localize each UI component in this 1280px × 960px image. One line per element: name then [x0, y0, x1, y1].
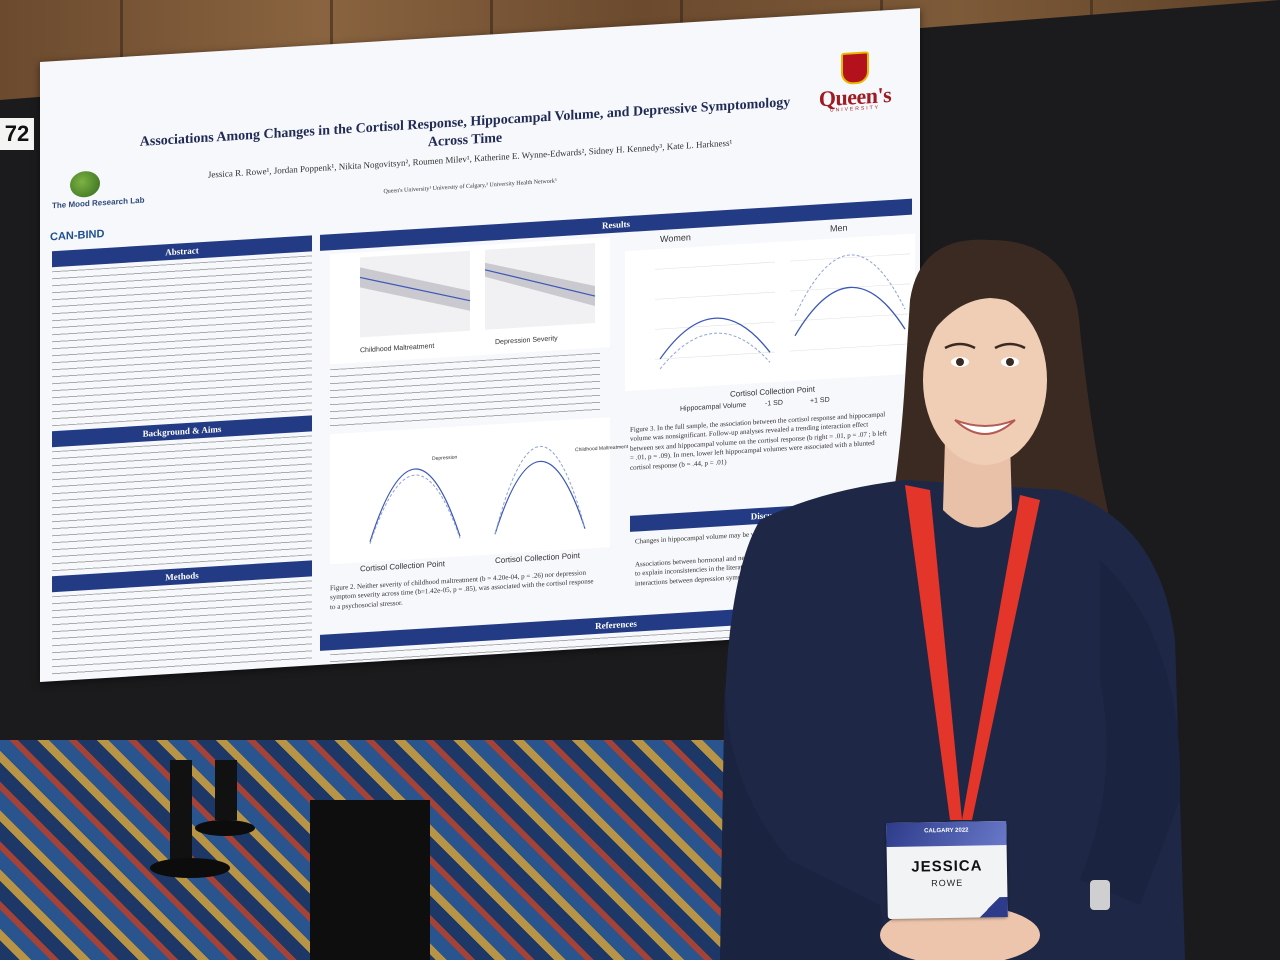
figure-3-caption: Figure 3. In the full sample, the associ… [630, 410, 887, 472]
figure-1-chart [330, 237, 610, 365]
mood-lab-logo: The Mood Research Lab [52, 169, 144, 223]
fig3-xlabel: Cortisol Collection Point [730, 384, 815, 399]
booth-number: 72 [0, 118, 34, 150]
background-text [52, 435, 312, 572]
fig3-title-women: Women [660, 232, 691, 245]
discussion-item-2: Associations between hormonal and neural… [635, 544, 900, 588]
abstract-text [52, 255, 312, 427]
methods-text [52, 580, 312, 677]
name-badge: CALGARY 2022 JESSICA ROWE [886, 820, 1008, 920]
fig3-legend-plus: +1 SD [810, 396, 830, 405]
can-bind-logo: CAN-BIND [50, 228, 105, 244]
figure-2-chart [330, 417, 610, 565]
research-poster: The Mood Research Lab CAN-BIND Associati… [40, 8, 920, 683]
tree-icon [70, 170, 100, 199]
fig3-legend-label: Hippocampal Volume [680, 401, 747, 413]
badge-last-name: ROWE [931, 877, 964, 889]
crest-icon [841, 51, 869, 86]
background-people [150, 760, 430, 960]
figure-1-caption [330, 352, 600, 430]
fig3-legend-minus: -1 SD [765, 399, 783, 408]
figure-2-caption: Figure 2. Neither severity of childhood … [330, 568, 594, 612]
badge-first-name: JESSICA [911, 857, 983, 876]
queens-logo: Queen's UNIVERSITY [800, 49, 910, 116]
fig3-title-men: Men [830, 222, 848, 234]
figure-3-chart [625, 233, 915, 392]
